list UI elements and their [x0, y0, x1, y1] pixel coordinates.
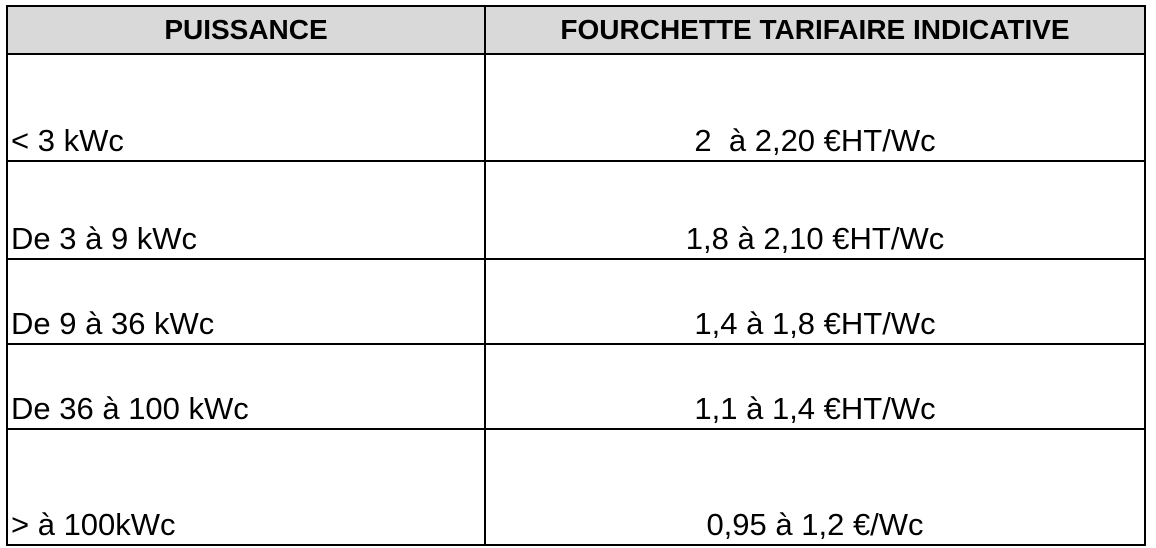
- table-row: De 3 à 9 kWc 1,8 à 2,10 €HT/Wc: [8, 162, 1144, 260]
- puissance-cell: De 3 à 9 kWc: [8, 162, 486, 258]
- tarif-cell: 0,95 à 1,2 €/Wc: [706, 507, 924, 542]
- table-header-row: PUISSANCE FOURCHETTE TARIFAIRE INDICATIV…: [8, 7, 1144, 55]
- table-row: De 9 à 36 kWc 1,4 à 1,8 €HT/Wc: [8, 260, 1144, 345]
- puissance-cell: < 3 kWc: [8, 55, 486, 160]
- header-puissance: PUISSANCE: [8, 7, 486, 53]
- tarif-cell: 1,1 à 1,4 €HT/Wc: [694, 391, 936, 426]
- table-row: De 36 à 100 kWc 1,1 à 1,4 €HT/Wc: [8, 345, 1144, 430]
- table-row: > à 100kWc 0,95 à 1,2 €/Wc: [8, 430, 1144, 544]
- tarif-cell: 1,4 à 1,8 €HT/Wc: [694, 306, 936, 341]
- puissance-cell: > à 100kWc: [8, 430, 486, 544]
- puissance-cell: De 9 à 36 kWc: [8, 260, 486, 343]
- tarif-cell: 1,8 à 2,10 €HT/Wc: [685, 221, 945, 256]
- tarif-cell: 2 à 2,20 €HT/Wc: [694, 123, 936, 158]
- header-fourchette-tarifaire: FOURCHETTE TARIFAIRE INDICATIVE: [560, 14, 1070, 45]
- puissance-cell: De 36 à 100 kWc: [8, 345, 486, 428]
- table-row: < 3 kWc 2 à 2,20 €HT/Wc: [8, 55, 1144, 162]
- pricing-table: PUISSANCE FOURCHETTE TARIFAIRE INDICATIV…: [6, 5, 1146, 546]
